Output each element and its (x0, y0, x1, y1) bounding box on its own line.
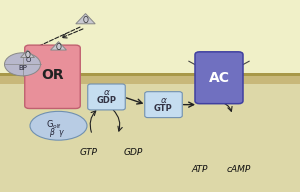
Text: $\alpha$: $\alpha$ (160, 96, 167, 105)
Polygon shape (76, 14, 95, 24)
FancyBboxPatch shape (195, 52, 243, 104)
Text: OR: OR (41, 68, 64, 82)
Text: O: O (25, 57, 31, 63)
Text: AC: AC (208, 71, 230, 85)
Text: O: O (82, 16, 88, 25)
Text: GTP: GTP (154, 104, 173, 113)
FancyBboxPatch shape (145, 92, 182, 118)
Bar (0, 73, 300, 84)
Text: GDP: GDP (97, 96, 116, 105)
Text: BP: BP (18, 65, 27, 70)
Text: G$_{\mathregular{olf}}$: G$_{\mathregular{olf}}$ (46, 119, 62, 131)
Text: O: O (56, 43, 62, 52)
Text: ATP: ATP (191, 166, 208, 174)
Text: GTP: GTP (80, 148, 98, 157)
Circle shape (4, 53, 40, 76)
Text: $\alpha$: $\alpha$ (103, 89, 110, 98)
Text: cAMP: cAMP (226, 166, 250, 174)
FancyBboxPatch shape (88, 84, 125, 110)
Polygon shape (21, 50, 34, 57)
Text: O: O (25, 51, 31, 60)
Polygon shape (51, 42, 66, 50)
Text: $\beta$  $\gamma$: $\beta$ $\gamma$ (49, 126, 65, 139)
Text: GDP: GDP (124, 148, 143, 157)
FancyBboxPatch shape (25, 45, 80, 108)
Ellipse shape (30, 111, 87, 140)
Bar (0, 78, 300, 192)
Bar (0, 73, 300, 76)
